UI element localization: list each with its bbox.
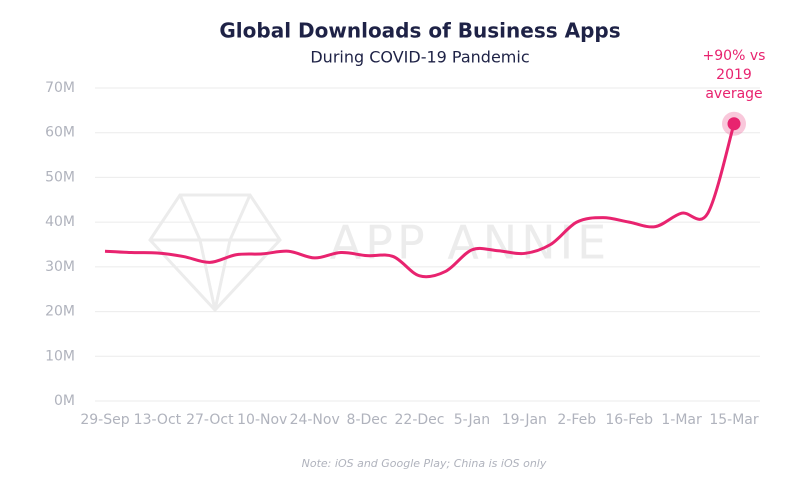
y-tick-label: 40M	[45, 214, 75, 230]
x-tick-label: 13-Oct	[134, 412, 182, 428]
annotation: +90% vs	[703, 48, 766, 64]
x-tick-label: 22-Dec	[395, 412, 445, 428]
highlight-point	[727, 117, 741, 131]
y-tick-label: 10M	[45, 348, 75, 364]
y-tick-label: 50M	[45, 169, 75, 185]
annotation: 2019	[716, 67, 752, 83]
x-tick-label: 15-Mar	[709, 412, 759, 428]
note: Note: iOS and Google Play; China is iOS …	[302, 457, 547, 470]
y-tick-label: 60M	[45, 125, 75, 141]
annotation: average	[705, 86, 762, 102]
y-tick-label: 0M	[54, 393, 75, 409]
x-tick-label: 8-Dec	[347, 412, 388, 428]
x-tick-label: 29-Sep	[80, 412, 129, 428]
x-tick-label: 10-Nov	[237, 412, 287, 428]
chart-title: Global Downloads of Business Apps	[219, 19, 620, 43]
x-tick-label: 16-Feb	[605, 412, 653, 428]
line	[104, 123, 736, 279]
watermark: APP ANNIE	[330, 216, 611, 270]
y-tick-label: 30M	[45, 259, 75, 275]
x-tick-label: 1-Mar	[661, 412, 702, 428]
x-tick-label: 19-Jan	[502, 412, 547, 428]
x-tick-label: 24-Nov	[290, 412, 340, 428]
watermark-logo	[148, 193, 282, 313]
chart-subtitle: During COVID-19 Pandemic	[310, 48, 529, 67]
y-tick-label: 20M	[45, 304, 75, 320]
x-tick-label: 2-Feb	[557, 412, 596, 428]
x-tick-label: 27-Oct	[186, 412, 234, 428]
y-tick-label: 70M	[45, 80, 75, 96]
x-tick-label: 5-Jan	[454, 412, 490, 428]
